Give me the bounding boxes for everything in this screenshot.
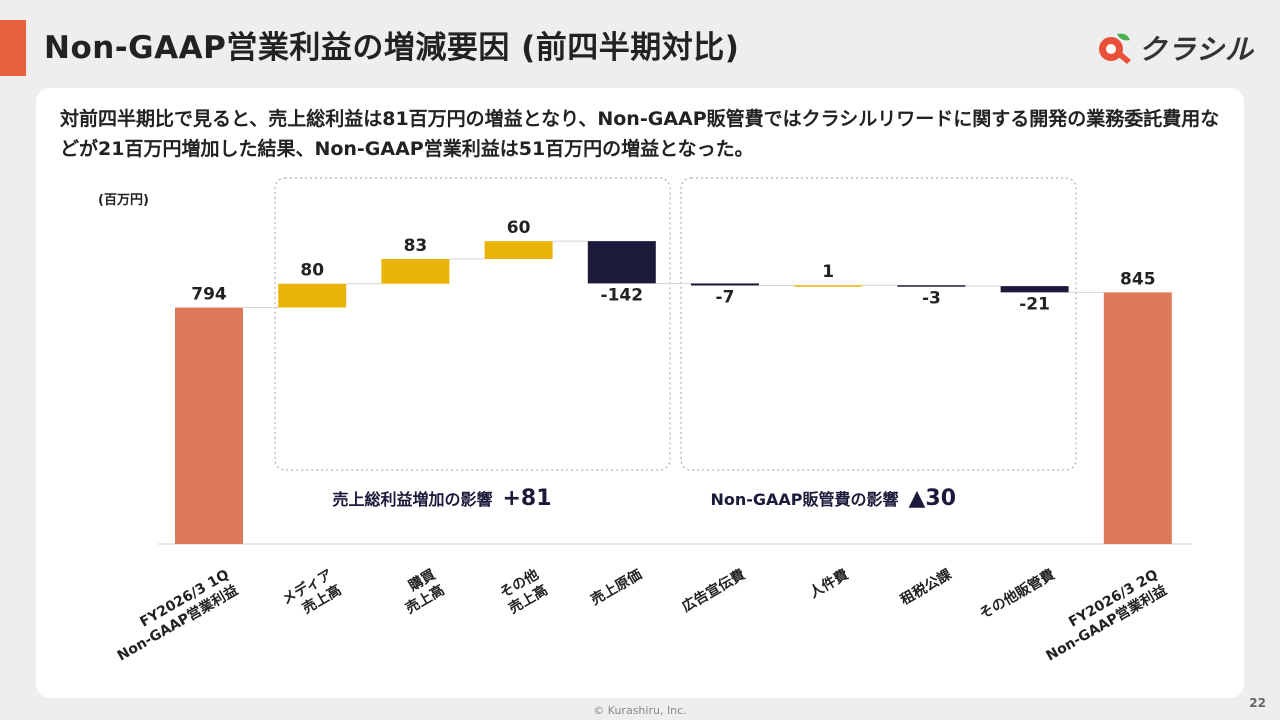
group-box bbox=[274, 177, 671, 471]
bar bbox=[897, 285, 966, 287]
group-box bbox=[680, 177, 1077, 471]
bar bbox=[1000, 286, 1069, 293]
brand-name: クラシル bbox=[1138, 33, 1254, 66]
bar bbox=[691, 283, 759, 286]
data-label: 80 bbox=[300, 261, 324, 281]
category-label-line: 租税公課 bbox=[897, 565, 955, 608]
summary-text: 対前四半期比で見ると、売上総利益は81百万円の増益となり、Non-GAAP販管費… bbox=[60, 108, 1220, 160]
category-label: 租税公課 bbox=[897, 565, 955, 608]
brand-logo: クラシル bbox=[1097, 28, 1254, 68]
category-label: 広告宣伝費 bbox=[679, 566, 748, 616]
category-label-line: 売上原価 bbox=[588, 566, 645, 609]
bar bbox=[1103, 292, 1172, 544]
data-label: -7 bbox=[716, 288, 735, 308]
data-label: 794 bbox=[191, 285, 227, 305]
group-label: Non-GAAP販管費の影響 bbox=[710, 490, 898, 509]
bar bbox=[278, 283, 347, 308]
bar bbox=[587, 241, 656, 284]
bar bbox=[175, 307, 243, 544]
group-value: ▲30 bbox=[909, 486, 957, 511]
data-label: -21 bbox=[1019, 294, 1050, 314]
data-label: -142 bbox=[601, 285, 644, 305]
data-label: 845 bbox=[1120, 269, 1156, 289]
bar bbox=[381, 259, 450, 284]
category-label-line: その他販管費 bbox=[976, 566, 1057, 623]
group-label: 売上総利益増加の影響 bbox=[332, 490, 492, 509]
accent-bar bbox=[0, 20, 26, 76]
group-value: +81 bbox=[503, 486, 552, 511]
unit-label: (百万円) bbox=[98, 193, 149, 208]
page-title: Non-GAAP営業利益の増減要因 (前四半期対比) bbox=[44, 30, 740, 66]
category-label: その他販管費 bbox=[976, 566, 1057, 623]
category-label-line: 人件費 bbox=[806, 566, 851, 602]
data-label: 60 bbox=[507, 218, 531, 238]
copyright: © Kurashiru, Inc. bbox=[593, 704, 687, 717]
category-label-line: 広告宣伝費 bbox=[679, 566, 748, 616]
bar bbox=[794, 285, 863, 287]
category-label: 売上原価 bbox=[588, 566, 645, 609]
page-number: 22 bbox=[1249, 696, 1266, 710]
data-label: 1 bbox=[822, 262, 834, 282]
category-label: 人件費 bbox=[806, 566, 851, 602]
bar bbox=[484, 241, 553, 260]
data-label: 83 bbox=[404, 236, 428, 256]
data-label: -3 bbox=[922, 289, 941, 309]
kurashiru-logo-icon bbox=[1098, 33, 1131, 64]
